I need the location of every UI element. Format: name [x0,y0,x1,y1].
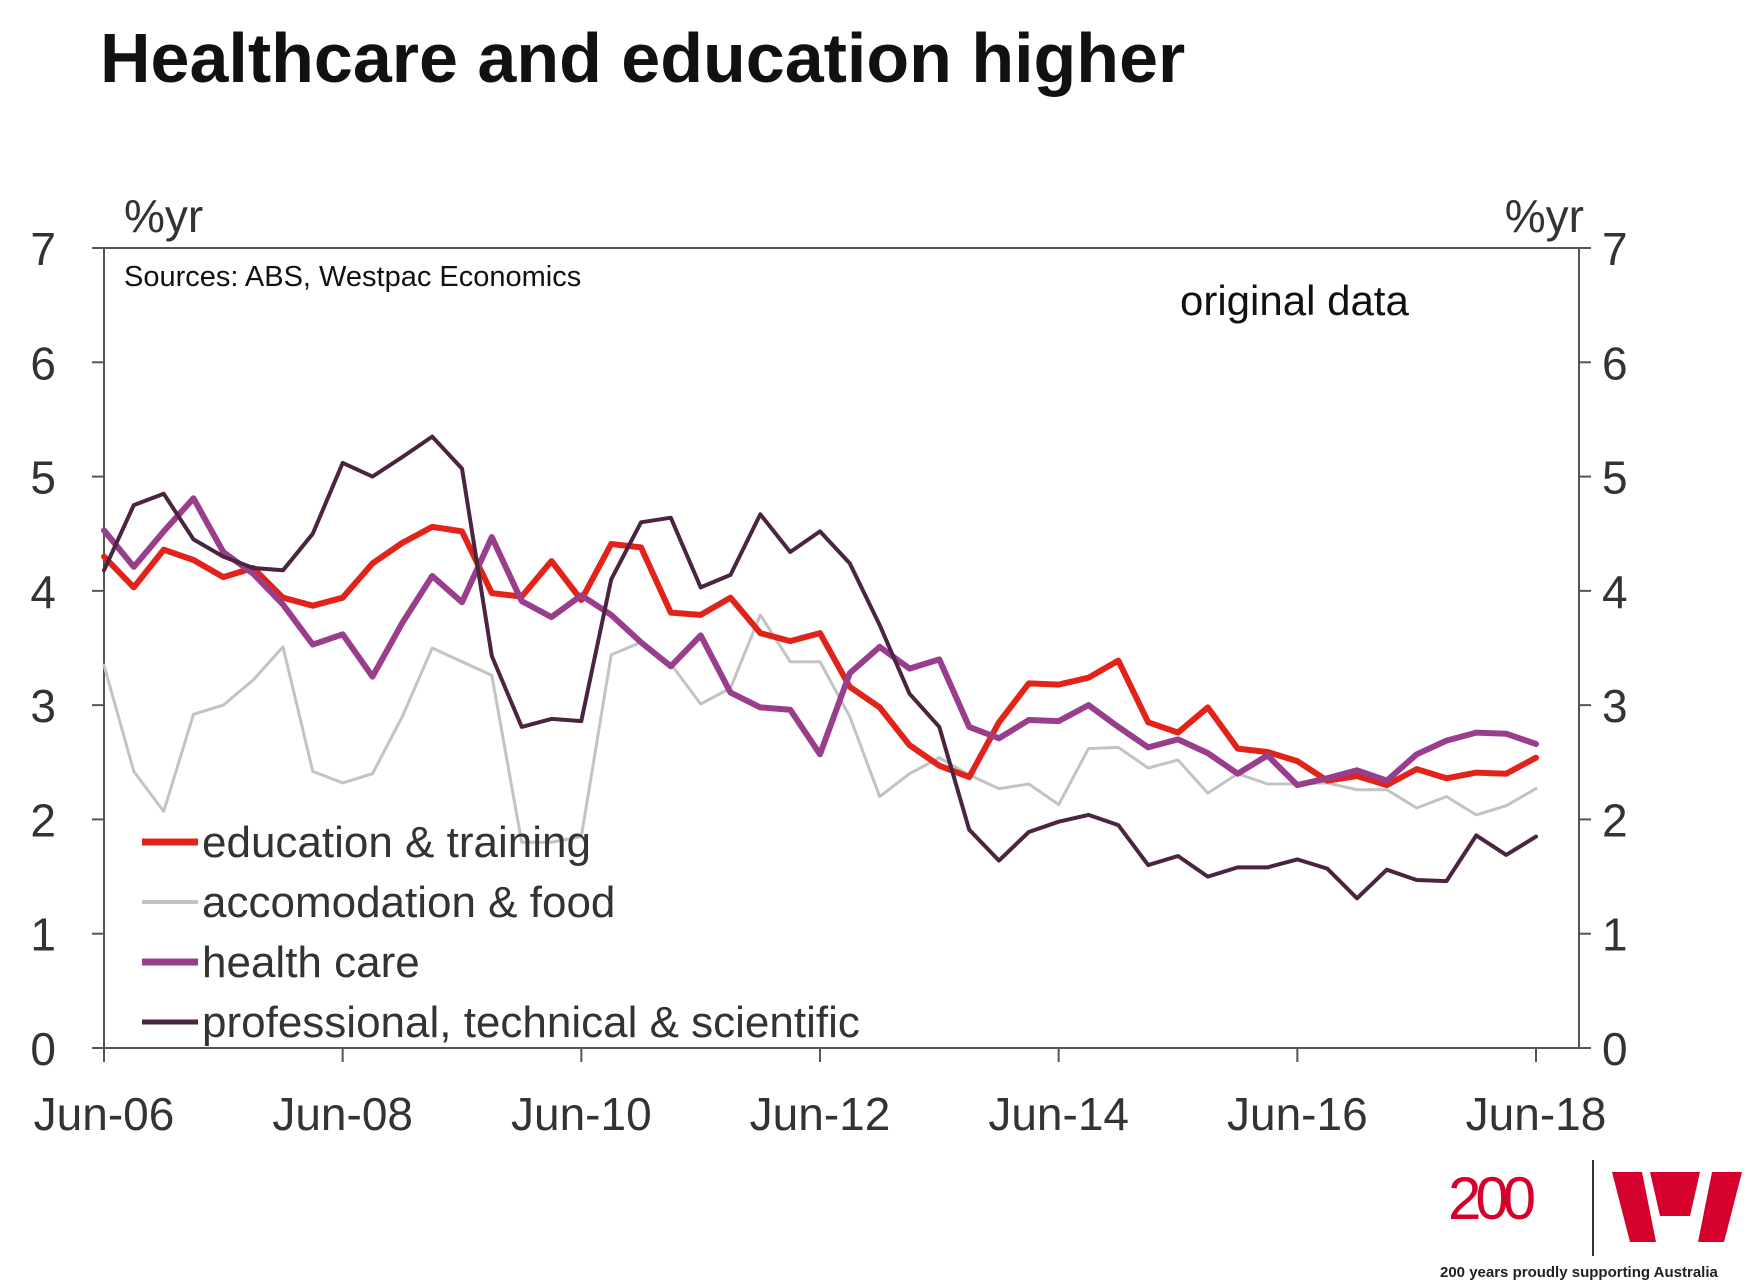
westpac-w-icon [1612,1172,1742,1242]
legend-label: professional, technical & scientific [202,998,860,1047]
y-tick-label-left: 4 [30,566,56,618]
brand-tagline: 200 years proudly supporting Australia [1440,1264,1718,1281]
y-tick-label-left: 0 [30,1023,56,1075]
page-title: Healthcare and education higher [100,19,1186,97]
x-tick-label: Jun-12 [750,1088,891,1140]
x-tick-label: Jun-06 [34,1088,175,1140]
series-lines [101,434,1539,901]
y-tick-label-right: 7 [1602,223,1628,275]
y-tick-label-right: 6 [1602,337,1628,389]
series-line-professional-technical-scientific [102,434,1538,901]
legend-label: accomodation & food [202,878,615,927]
y-tick-label-right: 4 [1602,566,1628,618]
series-line-accomodation-food [102,613,1538,844]
series-line-health-care [101,495,1539,789]
x-tick-label: Jun-14 [988,1088,1129,1140]
y-tick-label-left: 3 [30,680,56,732]
chart-annotation: original data [1180,277,1409,324]
westpac-200-logo: 200 200 years proudly supporting Austral… [1440,1160,1758,1288]
y-tick-label-left: 5 [30,452,56,504]
x-tick-label: Jun-16 [1227,1088,1368,1140]
y-tick-label-right: 0 [1602,1023,1628,1075]
y-tick-label-left: 6 [30,337,56,389]
logo-200-mark: 200 [1448,1165,1536,1232]
series-line-education-training [101,523,1539,789]
legend-label: education & training [202,818,591,867]
y-axis-label-right: %yr [1505,190,1584,242]
y-tick-label-right: 2 [1602,794,1628,846]
line-chart: 0 0 1 1 2 2 3 3 4 4 5 5 6 6 7 7 Jun-06 Jun-08 Jun-10 Jun-12… [30,190,1627,1140]
y-tick-label-right: 3 [1602,680,1628,732]
y-axis-label-left: %yr [124,190,203,242]
source-note: Sources: ABS, Westpac Economics [124,261,581,293]
y-tick-label-right: 1 [1602,909,1628,961]
x-tick-label: Jun-10 [511,1088,652,1140]
logo-divider [1592,1160,1594,1256]
y-tick-label-left: 2 [30,794,56,846]
legend-label: health care [202,938,420,987]
y-tick-label-right: 5 [1602,452,1628,504]
y-tick-label-left: 7 [30,223,56,275]
y-tick-label-left: 1 [30,909,56,961]
x-tick-label: Jun-08 [272,1088,413,1140]
axis-ticks: 0 0 1 1 2 2 3 3 4 4 5 5 6 6 7 7 Jun-06 Jun-08 Jun-10 Jun-12… [30,223,1627,1140]
plot-frame [103,247,1580,1049]
legend: education & training accomodation & food h… [142,818,860,1047]
x-tick-label: Jun-18 [1466,1088,1607,1140]
